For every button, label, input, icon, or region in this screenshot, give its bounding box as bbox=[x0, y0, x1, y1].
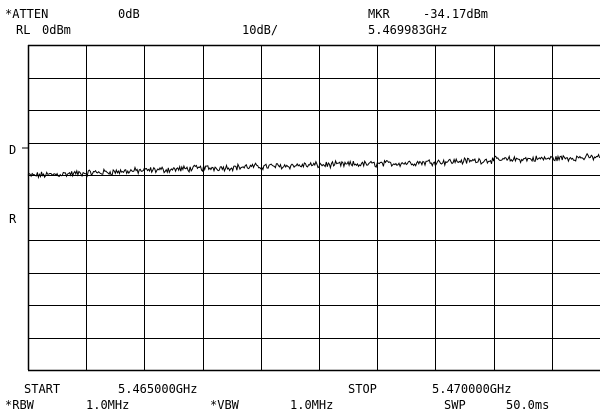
graticule bbox=[27, 44, 600, 372]
rl-value: 0dBm bbox=[42, 23, 71, 37]
start-label: START bbox=[24, 382, 61, 396]
sweep-time: 50.0ms bbox=[506, 398, 550, 412]
vbw-value: 1.0MHz bbox=[290, 398, 334, 412]
stop-label: STOP bbox=[348, 382, 377, 396]
spectrum-trace bbox=[27, 152, 600, 180]
atten-label: *ATTEN bbox=[5, 7, 49, 21]
scale-value: 10dB/ bbox=[242, 23, 279, 37]
atten-value: 0dB bbox=[118, 7, 140, 21]
rbw-value: 1.0MHz bbox=[86, 398, 130, 412]
display-line-marker: D bbox=[9, 143, 17, 157]
rbw-label: *RBW bbox=[5, 398, 34, 412]
rl-label: RL bbox=[16, 23, 31, 37]
marker-amplitude: -34.17dBm bbox=[423, 7, 489, 21]
stop-frequency: 5.470000GHz bbox=[432, 382, 512, 396]
vbw-label: *VBW bbox=[210, 398, 239, 412]
sweep-label: SWP bbox=[444, 398, 466, 412]
reference-marker: R bbox=[9, 212, 17, 226]
marker-frequency: 5.469983GHz bbox=[368, 23, 448, 37]
start-frequency: 5.465000GHz bbox=[118, 382, 198, 396]
marker-label: MKR bbox=[368, 7, 390, 21]
